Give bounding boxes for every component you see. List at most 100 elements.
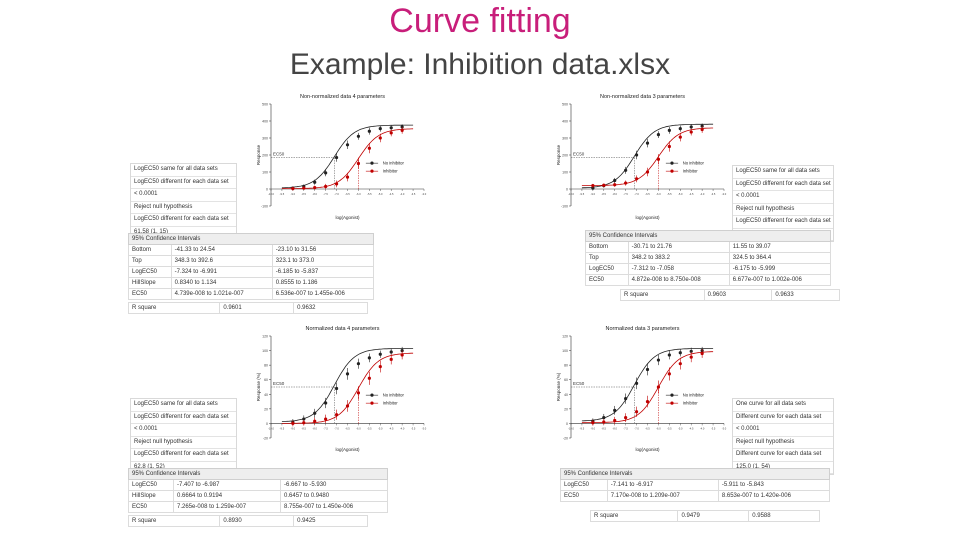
ci-param: HillSlope (127, 490, 175, 502)
ci-param: HillSlope (128, 277, 172, 289)
comparison-note: < 0.0001 (131, 424, 236, 437)
ci-row: HillSlope 0.8340 to 1.134 0.8555 to 1.186 (128, 277, 375, 289)
ci-value: 4.872e-008 to 8.750e-008 (627, 274, 730, 286)
ci-row: Bottom -30.71 to 21.76 11.55 to 39.07 (585, 241, 832, 253)
ci-param: LogEC50 (560, 479, 608, 491)
data-point (324, 401, 328, 405)
ci-header: 95% Confidence Intervals (128, 233, 374, 245)
ci-value: 324.5 to 364.4 (728, 252, 832, 264)
data-point (613, 183, 617, 187)
x-axis-label: log(Agonist) (335, 215, 360, 220)
ci-header: 95% Confidence Intervals (585, 230, 831, 242)
chart-title: Normalized data 3 parameters (606, 326, 680, 332)
ci-value: 0.8340 to 1.134 (170, 277, 273, 289)
ci-param: EC50 (127, 501, 175, 513)
data-point (313, 180, 317, 184)
ci-value: 0.6457 to 0.9480 (280, 490, 388, 502)
x-tick-label: -10.0 (568, 426, 574, 430)
y-axis-label: Response (256, 144, 261, 165)
data-point (367, 146, 371, 150)
chart-svg: Normalized data 4 parameters -20 0 20 40 60 80… (256, 326, 427, 452)
ci-value: 11.55 to 39.07 (728, 241, 832, 253)
x-tick-label: -3.5 (411, 192, 416, 196)
x-tick-label: -4.0 (400, 426, 405, 430)
x-tick-label: -7.0 (334, 426, 339, 430)
x-tick-label: -10.0 (268, 192, 274, 196)
fit-curve-inhibitor (581, 127, 714, 186)
data-point (291, 187, 295, 191)
ci-value: -6.175 to -5.999 (728, 263, 832, 275)
legend-label: No inhibitor (683, 161, 705, 166)
data-point (678, 362, 682, 366)
x-axis-label: log(Agonist) (635, 447, 660, 452)
data-point (645, 170, 650, 174)
x-tick-label: -9.5 (280, 426, 285, 430)
ci-value: -30.71 to 21.76 (627, 241, 730, 253)
ci-value: -5.911 to -5.843 (717, 479, 831, 491)
legend-label: Inhibitor (683, 169, 699, 174)
data-point (313, 186, 317, 190)
data-point (400, 348, 404, 353)
data-point (389, 350, 393, 354)
r-square-table: R square 0.9479 0.9588 (589, 510, 820, 522)
y-tick-label: -20 (563, 437, 568, 441)
ci-param: Top (585, 252, 629, 264)
r-square-value: 0.9601 (219, 302, 295, 314)
x-tick-label: -9.5 (580, 426, 585, 430)
chart-title: Non-normalized data 3 parameters (600, 94, 685, 100)
data-point (634, 177, 639, 181)
r-square-value: 0.9603 (703, 289, 773, 301)
x-tick-label: -5.5 (367, 426, 372, 430)
x-tick-label: -8.5 (602, 192, 607, 196)
y-tick-label: 100 (562, 349, 568, 353)
data-point (602, 416, 606, 420)
ci-value: 4.739e-008 to 1.021e-007 (170, 288, 273, 300)
y-tick-label: 60 (264, 378, 268, 382)
comparison-note: LogEC50 different for each data set (733, 216, 833, 229)
r-square-label: R square (127, 302, 221, 314)
data-point (624, 181, 628, 185)
ci-value: 7.265e-008 to 1.259e-007 (173, 501, 282, 513)
x-tick-label: -6.5 (645, 192, 650, 196)
comparison-note: Reject null hypothesis (131, 437, 236, 449)
comparison-note: LogEC50 different for each data set (131, 177, 236, 189)
x-tick-label: -10.0 (568, 192, 574, 196)
x-tick-label: -6.0 (656, 192, 661, 196)
y-tick-label: 80 (564, 364, 568, 368)
x-tick-label: -9.5 (580, 192, 585, 196)
x-tick-label: -3.0 (722, 192, 727, 196)
y-tick-label: 400 (562, 120, 568, 124)
x-tick-label: -8.5 (302, 426, 307, 430)
data-point (591, 421, 595, 425)
ci-param: LogEC50 (585, 263, 629, 275)
data-point (667, 144, 671, 149)
comparison-note: LogEC50 same for all data sets (131, 164, 236, 177)
r-square-table: R square 0.9603 0.9633 (620, 289, 840, 301)
y-tick-label: 40 (264, 393, 268, 397)
x-tick-label: -10.0 (268, 426, 274, 430)
data-point (613, 418, 617, 423)
x-tick-label: -5.5 (667, 426, 672, 430)
ci-param: Bottom (585, 241, 629, 253)
data-point (700, 127, 704, 132)
x-tick-label: -4.5 (689, 192, 694, 196)
y-tick-label: 300 (562, 137, 568, 141)
ci-table: 95% Confidence Intervals Bottom -30.71 to … (585, 230, 832, 286)
data-point (645, 399, 650, 404)
x-tick-label: -6.5 (645, 426, 650, 430)
r-square-value: 0.8930 (219, 515, 295, 527)
comparison-note: Different curve for each data set (733, 412, 833, 424)
data-point (302, 421, 306, 425)
data-point (678, 351, 682, 355)
data-point (378, 136, 382, 140)
ci-value: 7.170e-008 to 1.209e-007 (606, 490, 719, 502)
data-point (689, 130, 693, 134)
comparison-note: < 0.0001 (131, 189, 236, 202)
data-point (334, 386, 339, 391)
x-tick-label: -7.5 (623, 192, 628, 196)
x-tick-label: -9.0 (591, 192, 596, 196)
r-square-value: 0.9425 (293, 515, 368, 527)
ec50-label: EC50 (573, 152, 585, 157)
ci-row: LogEC50 -7.407 to -6.987 -6.667 to -5.930 (127, 479, 388, 491)
r-square-value: 0.9633 (771, 289, 840, 301)
